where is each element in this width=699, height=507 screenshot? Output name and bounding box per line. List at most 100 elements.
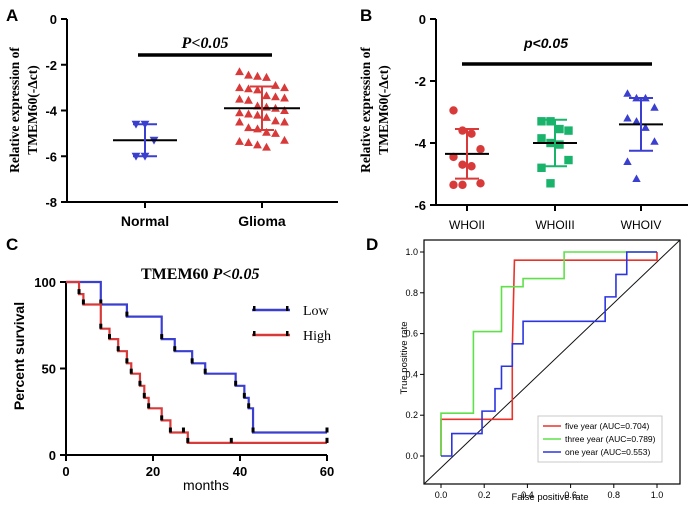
data-point: [235, 108, 244, 117]
panel-b: B 0 -2 -4 -6 WHOII WHOIII WHOIV Relative expre…: [358, 6, 688, 232]
data-point: [280, 106, 289, 115]
x-tick-label: 20: [146, 464, 160, 479]
panel-c-marks: [66, 280, 329, 444]
data-point: [253, 85, 262, 94]
data-point: [262, 127, 271, 136]
step-tick: [251, 427, 255, 433]
x-tick-label: 40: [233, 464, 247, 479]
panel-label-b: B: [360, 6, 372, 25]
plot-frame: [423, 239, 681, 485]
data-point: [537, 117, 546, 126]
data-point: [235, 83, 244, 92]
censor-mark: [229, 437, 233, 443]
data-point: [271, 80, 280, 89]
step-tick: [160, 415, 164, 421]
y-tick-label: 0: [50, 12, 57, 27]
data-point: [555, 124, 564, 134]
y-tick-label: 0.6: [405, 329, 418, 339]
data-point: [641, 123, 650, 131]
legend-tick-low-right: [286, 306, 289, 311]
panel-a-axes: 0 -2 -4 -6 -8 Normal Glioma: [45, 12, 338, 229]
data-point: [253, 110, 262, 119]
data-point: [564, 155, 573, 165]
panel-d: D 0.0 0.2 0.4 0.6 0.8 1.0 0.0 0.2 0.4 0.6 0.8 1.0 T…: [366, 235, 681, 503]
step-tick: [81, 299, 85, 305]
data-point: [623, 114, 632, 122]
data-point: [235, 117, 244, 126]
step-tick: [160, 334, 164, 340]
y-tick-label: -6: [45, 149, 57, 164]
panel-d-xlabel: False positive rate: [511, 492, 588, 503]
data-point: [449, 180, 458, 190]
data-point: [476, 145, 485, 154]
roc-curve-1: [440, 251, 657, 456]
diagonal-reference-line: [423, 239, 681, 485]
panel-c-xlabel: months: [183, 477, 229, 493]
step-tick: [138, 380, 142, 386]
y-tick-label: -2: [414, 74, 426, 89]
data-point: [546, 117, 555, 126]
x-tick-label: 60: [320, 464, 334, 479]
step-tick: [242, 392, 246, 398]
roc-curve-2: [441, 251, 657, 457]
data-point: [537, 134, 546, 143]
panel-label-d: D: [366, 235, 378, 254]
x-tick-label: Normal: [121, 213, 169, 229]
panel-b-axes: 0 -2 -4 -6 WHOII WHOIII WHOIV: [414, 12, 688, 232]
step-tick: [147, 403, 151, 409]
x-tick-label: WHOIV: [621, 218, 662, 232]
step-tick: [142, 392, 146, 398]
y-tick-label: 50: [42, 362, 56, 377]
y-tick-label: 0.4: [405, 369, 418, 379]
data-point: [280, 117, 289, 126]
data-point: [253, 71, 262, 80]
data-point: [623, 157, 632, 165]
step-tick: [186, 437, 190, 443]
data-point: [650, 103, 659, 111]
data-point: [537, 163, 546, 172]
y-tick-label: 0.0: [405, 451, 418, 461]
legend-label-high: High: [303, 329, 331, 344]
data-point: [235, 94, 244, 103]
x-tick-label: 0.6: [564, 490, 577, 500]
y-tick-label: -4: [45, 104, 57, 119]
panel-label-a: A: [6, 6, 18, 25]
x-tick-label: 0.8: [608, 490, 621, 500]
data-point: [449, 106, 458, 115]
step-tick: [108, 334, 111, 340]
data-point: [244, 70, 253, 79]
x-tick-label: WHOII: [449, 218, 485, 232]
panel-c-title-name: TMEM60: [141, 266, 209, 283]
y-tick-label: 0: [419, 12, 426, 27]
data-point: [632, 174, 641, 183]
panel-a-annotation: P<0.05: [181, 35, 229, 52]
data-point: [271, 116, 280, 125]
data-point: [244, 109, 253, 118]
step-tick: [247, 403, 251, 409]
step-tick: [99, 323, 103, 329]
y-tick-label: 0: [49, 448, 56, 463]
data-point: [632, 117, 641, 125]
data-point: [280, 93, 289, 102]
x-tick-label: 0: [62, 464, 69, 479]
censor-mark: [325, 427, 329, 433]
step-tick: [77, 289, 81, 295]
data-point: [280, 135, 289, 144]
panel-b-ylabel-line2: TMEM60(-Δct): [376, 65, 391, 154]
panel-c-title: TMEM60 P<0.05: [141, 266, 259, 283]
x-tick-label: WHOIII: [535, 218, 574, 232]
legend-label-one-year: one year (AUC=0.553): [565, 447, 650, 457]
panel-a-ylabel-line1: Relative expression of: [7, 47, 22, 173]
data-point: [476, 179, 485, 188]
step-tick: [203, 368, 207, 374]
data-point: [262, 91, 271, 100]
x-tick-label: 0.4: [521, 490, 534, 500]
data-point: [564, 126, 573, 135]
step-tick: [173, 346, 177, 352]
data-point: [458, 126, 467, 135]
panel-d-ylabel: True positive rate: [399, 321, 410, 394]
legend-tick-high-right: [286, 331, 289, 336]
data-point: [623, 89, 632, 97]
x-tick-label: Glioma: [238, 213, 286, 229]
data-point: [271, 92, 280, 101]
